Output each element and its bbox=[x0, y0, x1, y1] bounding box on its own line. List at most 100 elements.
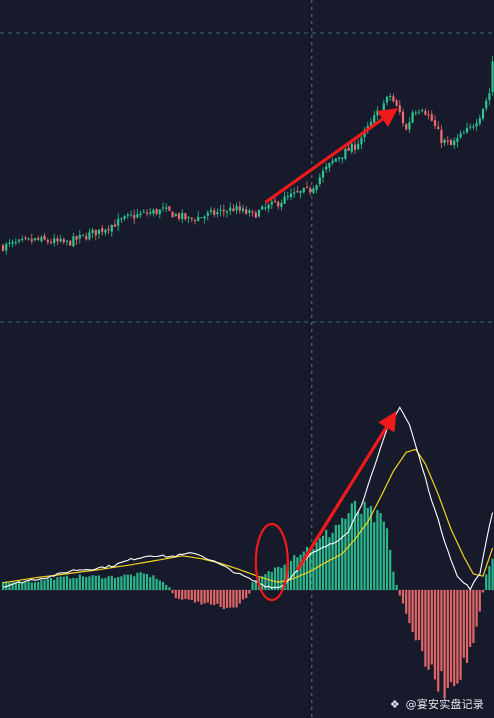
candle-42 bbox=[136, 209, 139, 219]
candle-body bbox=[117, 218, 120, 226]
macd-bar-99 bbox=[318, 538, 321, 590]
candle-body bbox=[411, 112, 414, 123]
candle-body bbox=[110, 224, 113, 232]
candle-body bbox=[190, 218, 193, 220]
candle-body bbox=[277, 201, 280, 207]
candle-92 bbox=[296, 186, 299, 194]
macd-bar-105 bbox=[337, 524, 341, 590]
candle-body bbox=[376, 110, 379, 116]
macd-bar-85 bbox=[273, 567, 277, 590]
candle-body bbox=[443, 139, 446, 143]
macd-bar-50 bbox=[161, 582, 165, 590]
macd-bar-37 bbox=[120, 576, 123, 590]
candle-body bbox=[478, 118, 481, 124]
macd-bar-8 bbox=[27, 581, 30, 590]
macd-bar-143 bbox=[459, 590, 462, 680]
candle-137 bbox=[440, 125, 443, 148]
macd-bar-127 bbox=[408, 590, 411, 624]
macd-bar-134 bbox=[430, 590, 433, 665]
candle-body bbox=[69, 240, 72, 246]
macd-bar-116 bbox=[373, 522, 376, 590]
macd-bar-95 bbox=[305, 546, 309, 590]
candle-11 bbox=[37, 235, 40, 241]
macd-bar-135 bbox=[433, 590, 437, 680]
candle-74 bbox=[238, 201, 241, 214]
candle-body bbox=[81, 234, 85, 236]
candle-134 bbox=[430, 110, 433, 122]
macd-bar-144 bbox=[462, 590, 465, 658]
candle-body bbox=[299, 191, 302, 194]
candle-body bbox=[200, 217, 203, 219]
candle-body bbox=[264, 207, 267, 209]
candle-body bbox=[392, 96, 395, 102]
macd-bar-149 bbox=[478, 590, 481, 612]
candle-91 bbox=[293, 187, 296, 199]
candle-body bbox=[344, 148, 347, 159]
candle-body bbox=[72, 236, 75, 247]
candle-135 bbox=[433, 115, 437, 130]
macd-bar-147 bbox=[472, 590, 475, 644]
macd-bar-101 bbox=[325, 529, 328, 590]
candle-body bbox=[129, 214, 133, 216]
candle-30 bbox=[97, 229, 101, 239]
candle-body bbox=[21, 238, 24, 240]
macd-bar-115 bbox=[369, 505, 373, 590]
candle-65 bbox=[209, 206, 213, 215]
candle-body bbox=[65, 240, 69, 242]
candle-body bbox=[456, 138, 459, 142]
macd-bar-128 bbox=[411, 590, 414, 633]
candle-17 bbox=[56, 235, 59, 245]
candle-body bbox=[481, 108, 485, 119]
candle-123 bbox=[395, 98, 398, 107]
macd-bar-28 bbox=[91, 575, 94, 590]
candle-130 bbox=[417, 109, 421, 115]
candle-body bbox=[465, 128, 469, 133]
candle-6 bbox=[21, 235, 24, 243]
macd-bar-100 bbox=[321, 535, 325, 590]
candle-body bbox=[56, 238, 59, 242]
macd-bar-2 bbox=[8, 582, 11, 590]
candle-body bbox=[449, 140, 453, 146]
macd-bar-86 bbox=[277, 566, 280, 590]
macd-bar-74 bbox=[238, 590, 241, 604]
candle-57 bbox=[184, 212, 187, 221]
candle-body bbox=[232, 208, 235, 212]
watermark-text: @宴安实盘记录 bbox=[405, 698, 484, 711]
macd-bar-136 bbox=[437, 590, 440, 692]
macd-bar-9 bbox=[30, 582, 33, 590]
candle-77 bbox=[248, 208, 251, 217]
macd-bar-78 bbox=[251, 582, 254, 590]
candle-body bbox=[302, 187, 305, 193]
candle-34 bbox=[110, 224, 113, 237]
macd-bar-71 bbox=[229, 590, 232, 608]
candle-body bbox=[27, 238, 30, 240]
candle-33 bbox=[107, 225, 110, 235]
macd-bar-123 bbox=[395, 584, 398, 590]
macd-bar-151 bbox=[485, 574, 488, 590]
candle-body bbox=[293, 192, 296, 194]
candle-41 bbox=[133, 209, 136, 224]
candle-39 bbox=[126, 212, 129, 220]
candle-body bbox=[33, 238, 37, 241]
macd-bar-107 bbox=[344, 518, 347, 590]
candle-93 bbox=[299, 190, 302, 199]
macd-bar-137 bbox=[440, 590, 443, 672]
candle-38 bbox=[123, 214, 126, 221]
candle-body bbox=[328, 162, 331, 168]
candle-145 bbox=[465, 122, 469, 134]
candle-110 bbox=[353, 140, 357, 155]
macd-bar-65 bbox=[209, 590, 213, 605]
candle-19 bbox=[62, 237, 65, 245]
candle-body bbox=[325, 166, 328, 170]
macd-bar-61 bbox=[197, 590, 200, 602]
macd-bar-126 bbox=[405, 590, 408, 614]
candle-body bbox=[373, 115, 376, 123]
candle-body bbox=[257, 210, 261, 217]
macd-bar-130 bbox=[417, 590, 421, 641]
candle-66 bbox=[213, 207, 216, 218]
candle-47 bbox=[152, 208, 155, 217]
macd-bar-47 bbox=[152, 575, 155, 590]
candle-68 bbox=[219, 205, 222, 217]
candle-body bbox=[437, 126, 440, 130]
candle-body bbox=[280, 202, 283, 208]
